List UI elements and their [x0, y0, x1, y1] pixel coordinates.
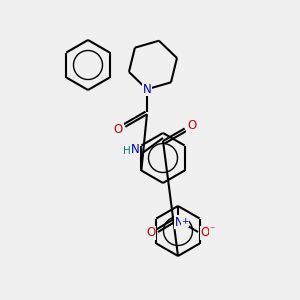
Text: O: O [146, 226, 156, 239]
Text: O: O [187, 119, 196, 132]
Text: +: + [181, 218, 189, 226]
Text: O: O [114, 123, 123, 136]
Text: N: N [131, 143, 140, 156]
Text: N: N [142, 83, 151, 96]
Text: N: N [175, 215, 183, 229]
Text: O: O [200, 226, 210, 239]
Text: ⁻: ⁻ [209, 225, 214, 235]
Text: H: H [124, 146, 131, 157]
